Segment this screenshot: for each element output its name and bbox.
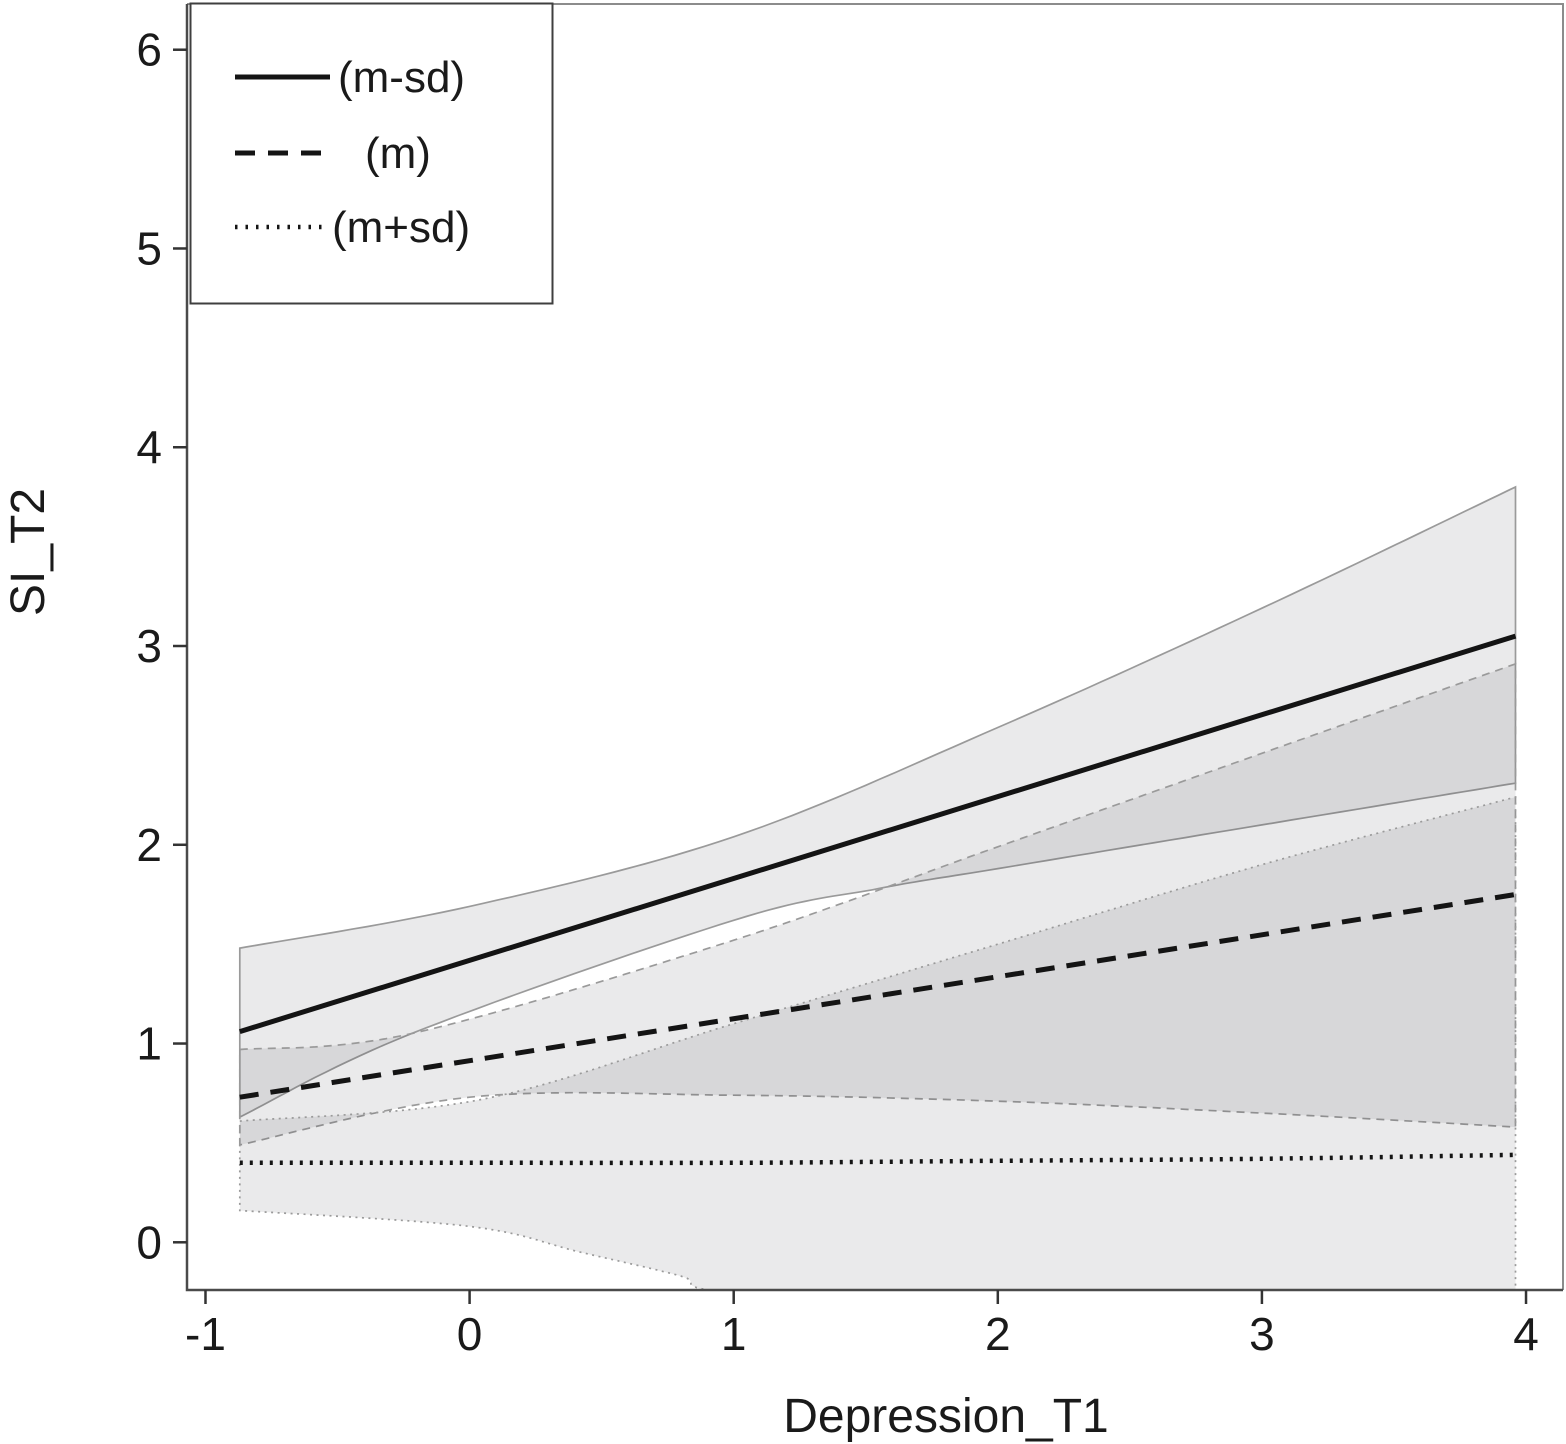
legend-item: (m+sd) [235, 203, 470, 252]
y-axis-title: SI_T2 [2, 488, 55, 616]
y-tick-label: 2 [136, 819, 162, 871]
legend-label: (m+sd) [332, 203, 470, 252]
plot-frame-topright [187, 3, 1564, 1290]
series-line-msd [239, 633, 1517, 1034]
x-tick-label: 1 [721, 1308, 747, 1360]
legend: (m-sd) (m) (m+sd) [189, 2, 554, 305]
x-axis-title: Depression_T1 [783, 1390, 1109, 1443]
ci-band-mplussd [238, 796, 1517, 1290]
plot-frame-axes [185, 4, 1563, 1292]
y-tick-label: 3 [136, 620, 162, 672]
legend-item: (m) [235, 129, 431, 178]
x-tick-label: 0 [457, 1308, 483, 1360]
x-tick-label: -1 [185, 1308, 226, 1360]
y-tick-label: 4 [136, 421, 162, 473]
y-tick-label: 5 [136, 222, 162, 274]
y-tick-label: 1 [136, 1018, 162, 1070]
legend-label: (m) [365, 129, 431, 178]
y-tick-label: 0 [136, 1216, 162, 1268]
x-tick-label: 3 [1249, 1308, 1275, 1360]
x-tick-label: 4 [1513, 1308, 1539, 1360]
legend-item: (m-sd) [235, 53, 465, 102]
x-tick-label: 2 [985, 1308, 1011, 1360]
y-tick-label: 6 [136, 24, 162, 76]
ci-band-msd [238, 485, 1517, 1119]
legend-label: (m-sd) [338, 53, 465, 102]
ci-band-m [238, 662, 1517, 1146]
